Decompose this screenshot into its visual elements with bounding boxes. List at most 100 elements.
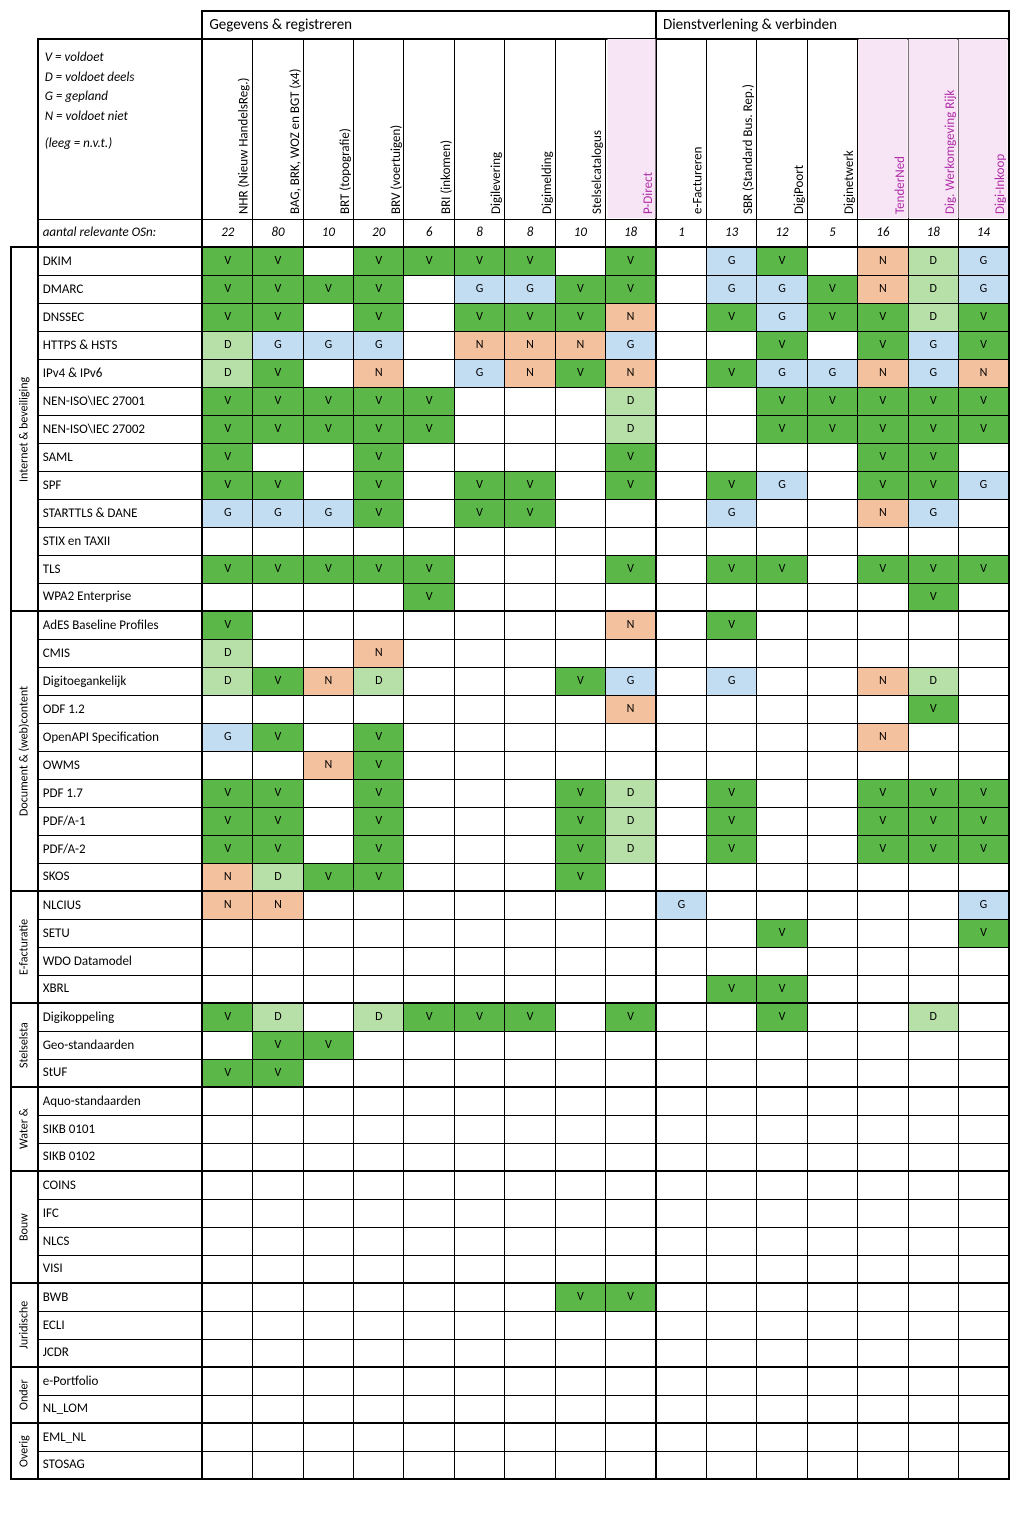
status-cell — [606, 1227, 656, 1255]
status-cell — [858, 1451, 908, 1479]
status-cell — [354, 583, 404, 611]
status-cell: V — [404, 583, 454, 611]
status-cell: G — [706, 499, 756, 527]
status-cell — [505, 583, 555, 611]
row-label: PDF/A-1 — [38, 807, 203, 835]
status-cell: V — [958, 331, 1009, 359]
status-cell — [202, 1451, 252, 1479]
status-cell — [555, 1451, 605, 1479]
status-cell — [404, 695, 454, 723]
status-cell — [303, 471, 353, 499]
status-cell — [807, 1003, 857, 1031]
status-cell — [858, 1087, 908, 1115]
status-cell — [354, 947, 404, 975]
status-cell: N — [555, 331, 605, 359]
status-cell — [706, 1451, 756, 1479]
status-cell — [303, 1115, 353, 1143]
status-cell — [454, 667, 504, 695]
status-cell — [706, 387, 756, 415]
status-cell — [505, 1031, 555, 1059]
status-cell — [656, 1395, 706, 1423]
status-cell — [757, 1143, 807, 1171]
status-cell — [404, 1283, 454, 1311]
status-cell — [858, 1171, 908, 1199]
status-cell — [253, 1115, 303, 1143]
status-cell: G — [354, 331, 404, 359]
status-cell: V — [706, 779, 756, 807]
row-label: Digitoegankelijk — [38, 667, 203, 695]
row-label: WPA2 Enterprise — [38, 583, 203, 611]
status-cell — [505, 863, 555, 891]
status-cell — [958, 1003, 1009, 1031]
status-cell — [454, 1367, 504, 1395]
status-cell — [656, 247, 706, 275]
status-cell: V — [858, 835, 908, 863]
status-cell — [404, 779, 454, 807]
status-cell: D — [202, 639, 252, 667]
status-cell — [656, 527, 706, 555]
status-cell — [908, 1255, 958, 1283]
status-cell: V — [454, 471, 504, 499]
status-cell: V — [253, 303, 303, 331]
status-cell: V — [253, 1031, 303, 1059]
row-label: StUF — [38, 1059, 203, 1087]
status-cell — [858, 583, 908, 611]
legend-line: V = voldoet — [45, 48, 196, 68]
status-cell — [656, 1227, 706, 1255]
status-cell — [202, 919, 252, 947]
status-cell — [253, 751, 303, 779]
status-cell: V — [454, 499, 504, 527]
status-cell — [404, 1171, 454, 1199]
status-cell: V — [958, 779, 1009, 807]
column-header: Dig. Werkomgeving Rijk — [908, 39, 958, 219]
status-cell — [706, 1367, 756, 1395]
status-cell: V — [404, 555, 454, 583]
status-cell — [253, 1199, 303, 1227]
status-cell: V — [404, 247, 454, 275]
status-cell — [958, 1171, 1009, 1199]
status-cell: V — [958, 415, 1009, 443]
status-cell: V — [253, 779, 303, 807]
status-cell: V — [404, 387, 454, 415]
status-cell — [555, 611, 605, 639]
status-cell: V — [858, 415, 908, 443]
status-cell — [656, 1171, 706, 1199]
status-cell — [505, 611, 555, 639]
status-cell — [354, 1171, 404, 1199]
status-cell: D — [253, 1003, 303, 1031]
status-cell — [858, 1115, 908, 1143]
status-cell — [404, 275, 454, 303]
status-cell — [807, 919, 857, 947]
status-cell: V — [404, 1003, 454, 1031]
status-cell — [253, 611, 303, 639]
status-cell — [454, 583, 504, 611]
status-cell — [958, 1199, 1009, 1227]
status-cell — [958, 1423, 1009, 1451]
status-cell — [505, 1059, 555, 1087]
status-cell — [555, 583, 605, 611]
status-cell — [858, 527, 908, 555]
status-cell: V — [454, 303, 504, 331]
status-cell — [908, 1087, 958, 1115]
status-cell — [757, 807, 807, 835]
status-cell — [807, 947, 857, 975]
status-cell: V — [354, 807, 404, 835]
status-cell — [656, 975, 706, 1003]
status-cell: D — [202, 359, 252, 387]
column-count: 12 — [757, 219, 807, 247]
status-cell: V — [202, 807, 252, 835]
status-cell — [505, 1143, 555, 1171]
status-cell — [807, 555, 857, 583]
status-cell — [656, 751, 706, 779]
status-cell: N — [858, 723, 908, 751]
status-cell — [656, 1367, 706, 1395]
status-cell — [202, 527, 252, 555]
status-cell — [555, 1115, 605, 1143]
status-cell: V — [202, 275, 252, 303]
column-header: BAG, BRK, WOZ en BGT (x4) — [253, 39, 303, 219]
status-cell: V — [706, 555, 756, 583]
status-cell — [253, 443, 303, 471]
status-cell — [656, 1087, 706, 1115]
status-cell: V — [807, 387, 857, 415]
status-cell: V — [354, 471, 404, 499]
